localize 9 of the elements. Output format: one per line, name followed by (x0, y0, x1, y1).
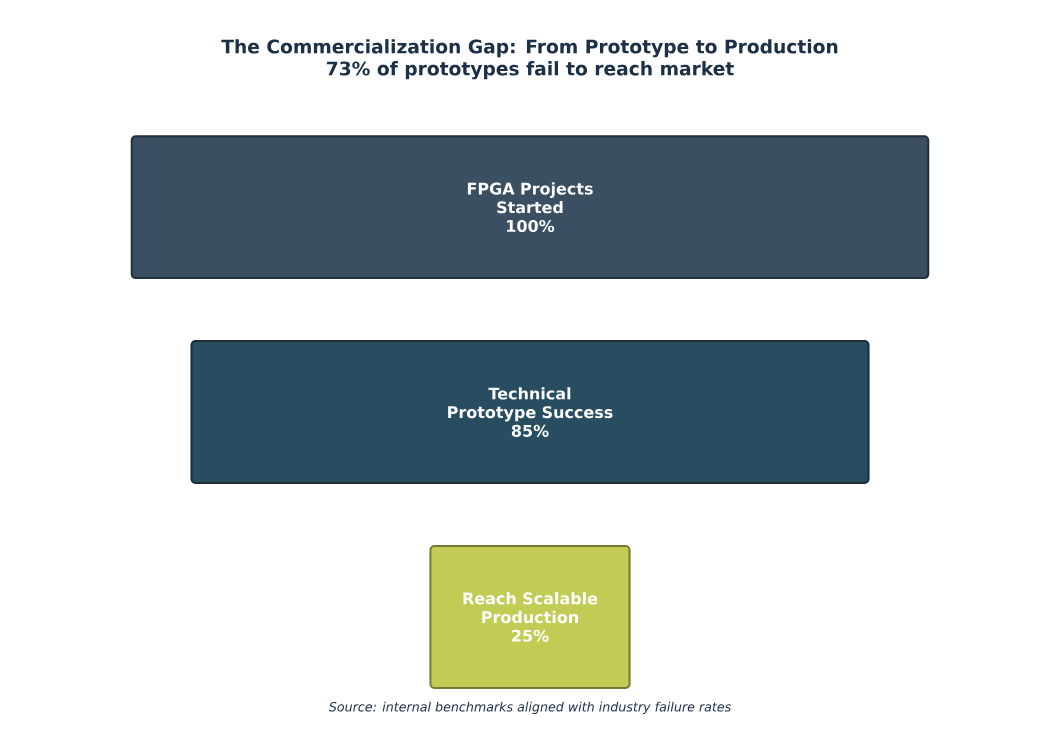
text: The Commercialization Gap: From Prototype to Production (221, 39, 838, 58)
source-note: Source: internal benchmarks aligned with industry failure rates (328, 701, 731, 714)
category-label: FPGA Projects Started (467, 182, 593, 214)
category-label: Reach Scalable Production (463, 592, 598, 624)
category-label: Technical Prototype Success (448, 387, 613, 422)
text: 73% of prototypes fail to reach market (326, 61, 734, 80)
data-label: 100% (507, 219, 555, 232)
data-label: 85% (511, 424, 549, 437)
data-label: 25% (512, 629, 549, 642)
